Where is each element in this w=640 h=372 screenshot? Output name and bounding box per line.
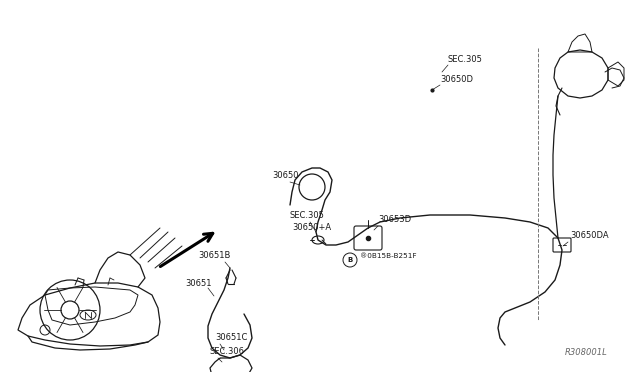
Text: 30651B: 30651B: [198, 251, 230, 260]
Text: SEC.305: SEC.305: [448, 55, 483, 64]
Text: 30650+A: 30650+A: [292, 223, 331, 232]
Text: ®0B15B-B251F: ®0B15B-B251F: [360, 253, 417, 259]
Text: 30651C: 30651C: [215, 333, 248, 342]
Text: SEC.305: SEC.305: [290, 211, 325, 220]
Text: 30650D: 30650D: [440, 75, 473, 84]
Text: B: B: [348, 257, 353, 263]
Text: 30653D: 30653D: [378, 215, 411, 224]
Text: 30651: 30651: [185, 279, 211, 288]
Text: R308001L: R308001L: [565, 348, 608, 357]
Text: SEC.306: SEC.306: [210, 347, 245, 356]
Text: 30650DA: 30650DA: [570, 231, 609, 240]
Text: 30650: 30650: [272, 171, 298, 180]
